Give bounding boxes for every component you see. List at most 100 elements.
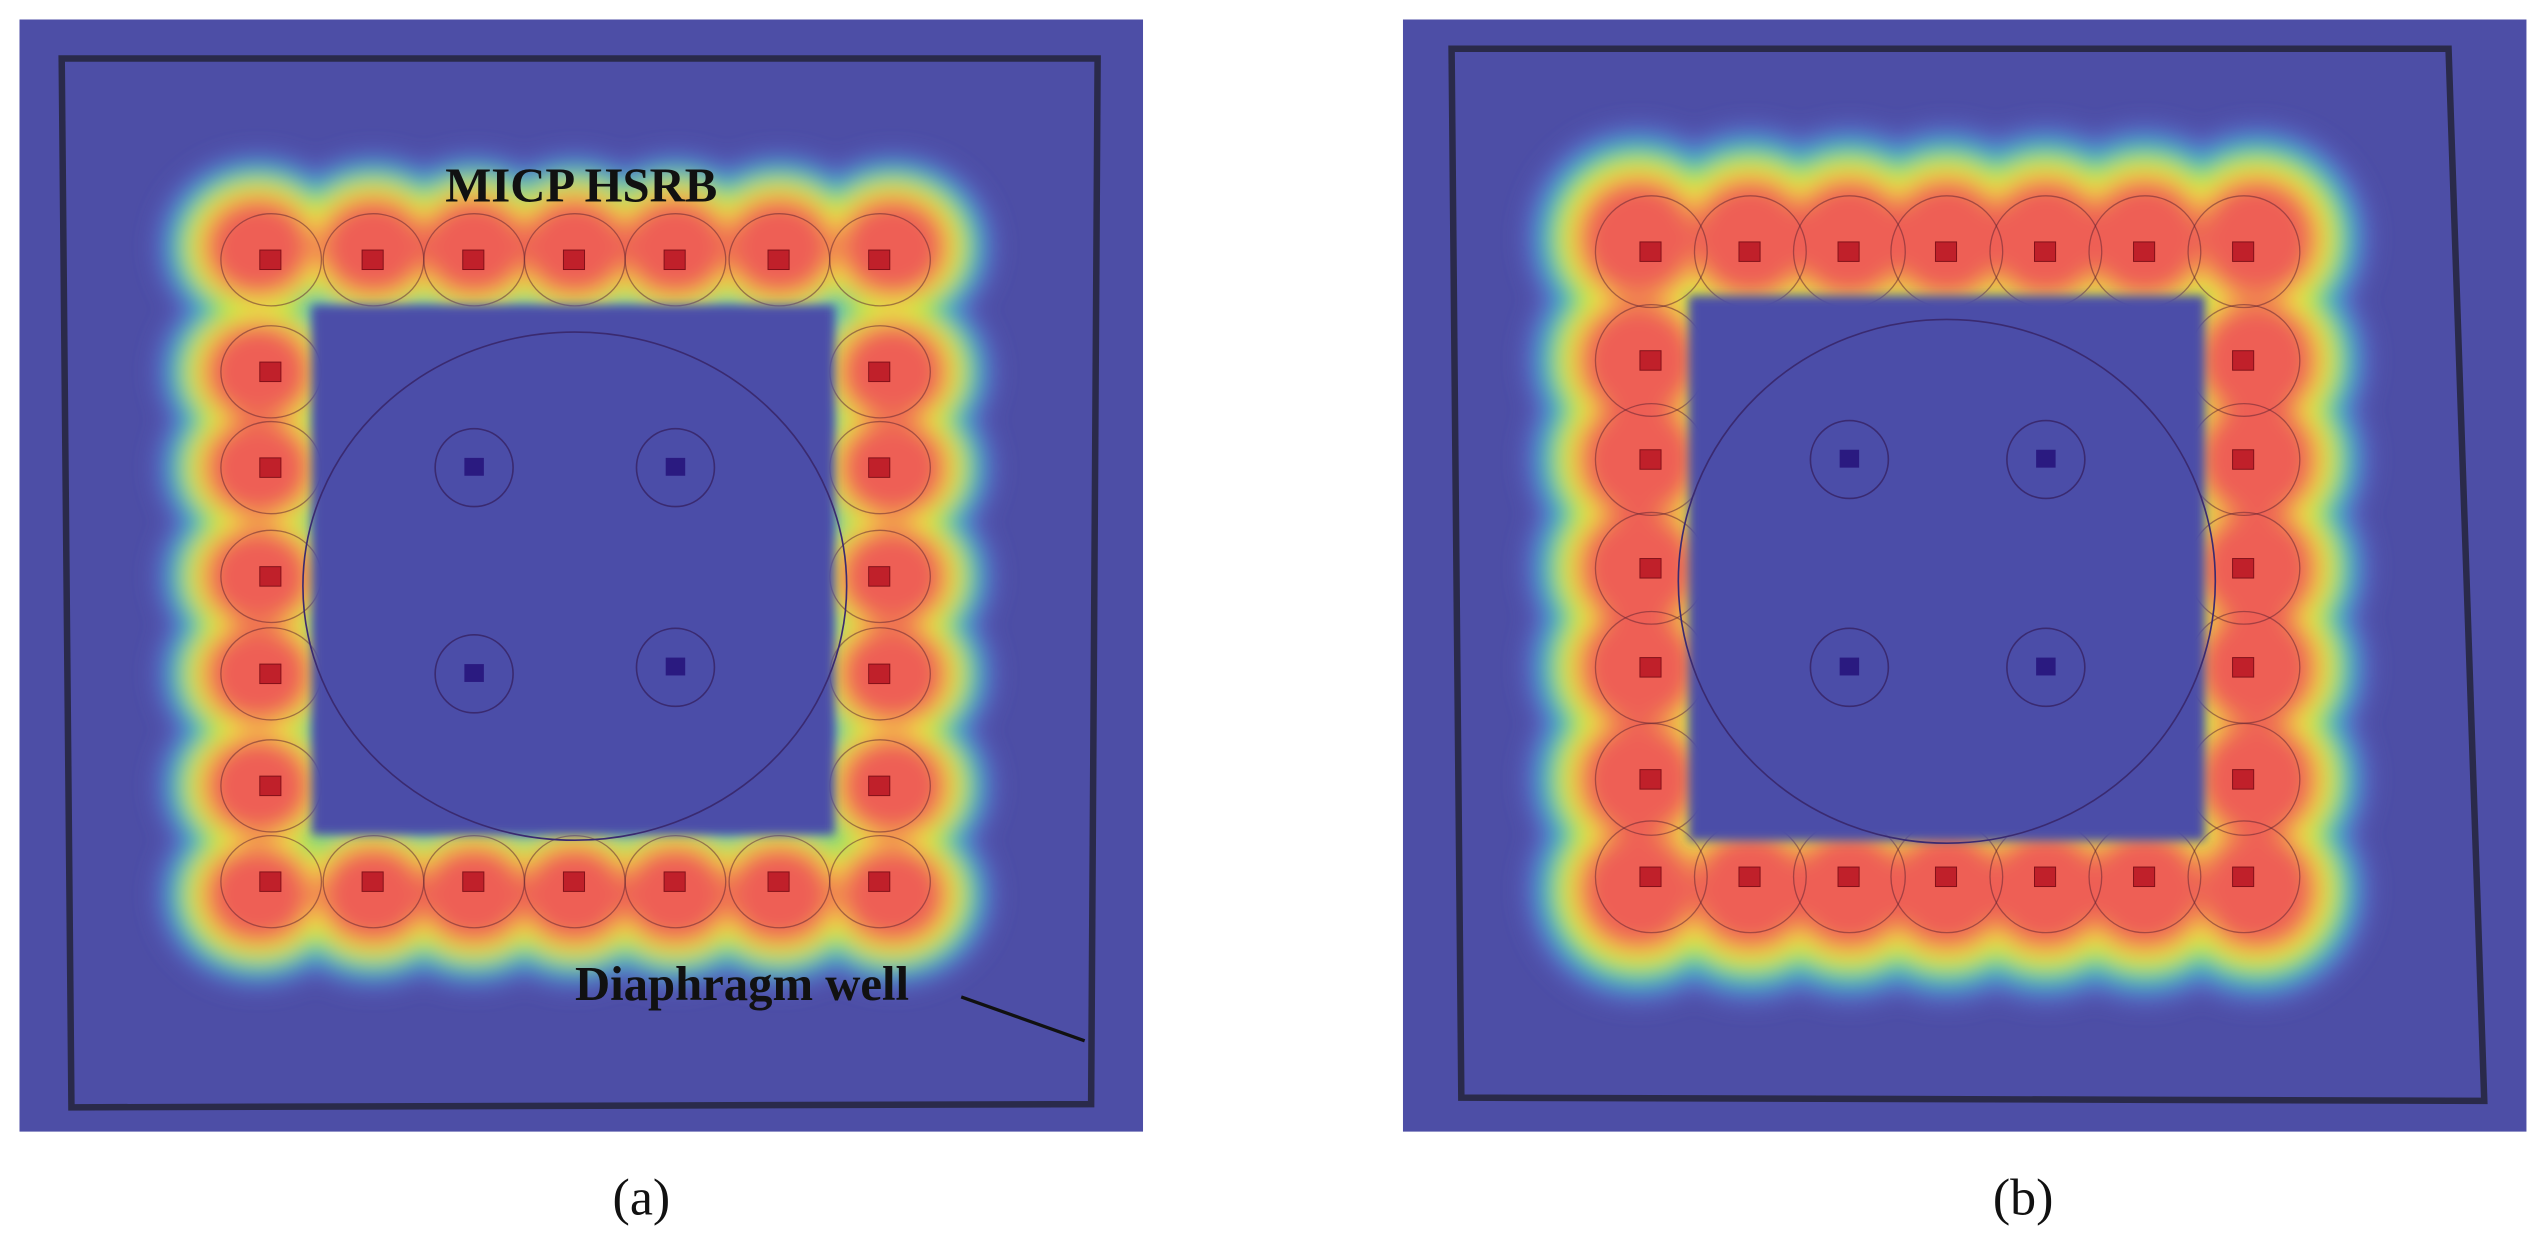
contour-band [1582, 182, 1695, 295]
grout-marker [361, 249, 384, 271]
grout-marker [868, 775, 891, 797]
contour-band [842, 325, 944, 418]
contour-band [842, 530, 944, 623]
grout-marker [2232, 449, 2255, 470]
contour-band [842, 848, 944, 941]
panel-label: (b) [1993, 1170, 2054, 1227]
contour-line [220, 834, 323, 929]
contour-band [625, 200, 726, 293]
annotation: MICP HSRB [445, 158, 717, 212]
grout-marker [2232, 657, 2255, 678]
contour-band [207, 530, 309, 623]
contour-band [1990, 182, 2102, 295]
inner-excavation [1688, 295, 2205, 842]
contour-band [524, 200, 626, 293]
contour-band [2201, 723, 2313, 836]
grout-marker [868, 871, 891, 892]
grout-marker [2034, 241, 2057, 262]
grout-marker [767, 871, 790, 892]
grout-marker [2232, 769, 2255, 790]
contour-band [1582, 403, 1695, 516]
grout-marker [868, 249, 891, 271]
pile-marker [464, 664, 484, 682]
contour-band [1694, 182, 1807, 295]
grout-marker [361, 871, 384, 892]
grout-marker [1639, 350, 1662, 371]
grout-marker [259, 663, 282, 685]
grout-marker [1639, 241, 1662, 262]
contour-line [1809, 419, 1890, 500]
contour-band [1793, 833, 1906, 946]
contour-band [625, 848, 726, 941]
contour-band [2089, 182, 2201, 295]
contour-band [323, 200, 424, 293]
panel-b [1402, 19, 2527, 1132]
contour-line [302, 331, 848, 842]
pile-marker [1839, 449, 1860, 468]
contour-band [2201, 304, 2313, 417]
contour-band [842, 421, 944, 514]
contour-line [635, 427, 716, 508]
grout-marker [259, 775, 282, 797]
contour-band [1582, 304, 1695, 417]
pile-marker [2036, 449, 2056, 468]
contour-band [729, 848, 830, 941]
contour-line [1594, 820, 1708, 934]
grout-marker [868, 566, 891, 587]
grout-marker [1934, 866, 1958, 888]
contour-line [1594, 195, 1708, 309]
diaphragm-wall [58, 55, 1101, 1111]
grout-marker [1639, 657, 1662, 678]
grout-marker [663, 249, 686, 271]
contour-line [434, 427, 514, 508]
grout-marker [868, 457, 891, 478]
contour-line [1809, 627, 1890, 708]
contour-band [1582, 611, 1695, 724]
contour-band [2201, 182, 2313, 295]
contour-line [1677, 318, 2217, 844]
contour-band [1793, 182, 1906, 295]
grout-marker [868, 361, 891, 383]
contour-band [842, 627, 944, 720]
contour-band [2089, 833, 2201, 946]
grout-marker [1639, 449, 1662, 470]
grout-marker [868, 663, 891, 685]
contour-line [829, 834, 931, 929]
grout-marker [259, 457, 282, 478]
grout-marker [2133, 866, 2156, 888]
grout-marker [767, 249, 790, 271]
contour-band [842, 200, 944, 293]
contour-line [635, 627, 716, 708]
contour-line [2006, 627, 2086, 708]
contour-line [2187, 195, 2301, 309]
contour-line [829, 213, 931, 307]
inner-zone [311, 305, 835, 835]
grout-marker [2232, 558, 2255, 579]
grout-marker [2232, 866, 2255, 888]
grout-marker [1837, 241, 1860, 262]
pile-marker [665, 457, 686, 476]
contour-line [2187, 820, 2301, 934]
contour-band [1582, 512, 1695, 625]
annotation: Diaphragm well [575, 957, 909, 1011]
contour-band [207, 325, 309, 418]
contour-band [2201, 512, 2313, 625]
contour-band [1990, 833, 2102, 946]
contour-band [423, 848, 525, 941]
grout-marker [2232, 241, 2255, 262]
panel-label: (a) [613, 1170, 671, 1227]
grout-marker [1837, 866, 1860, 888]
contour-band [2201, 403, 2313, 516]
contour-line [434, 634, 514, 714]
contour-band [423, 200, 525, 293]
contour-band [524, 848, 626, 941]
contour-band [1582, 723, 1695, 836]
contour-field [155, 153, 996, 989]
contour-band [1582, 833, 1695, 946]
contour-band [842, 739, 944, 832]
grout-marker [259, 871, 282, 892]
grout-marker [2232, 350, 2255, 371]
leader-line [960, 995, 1086, 1043]
pile-marker [464, 457, 484, 476]
